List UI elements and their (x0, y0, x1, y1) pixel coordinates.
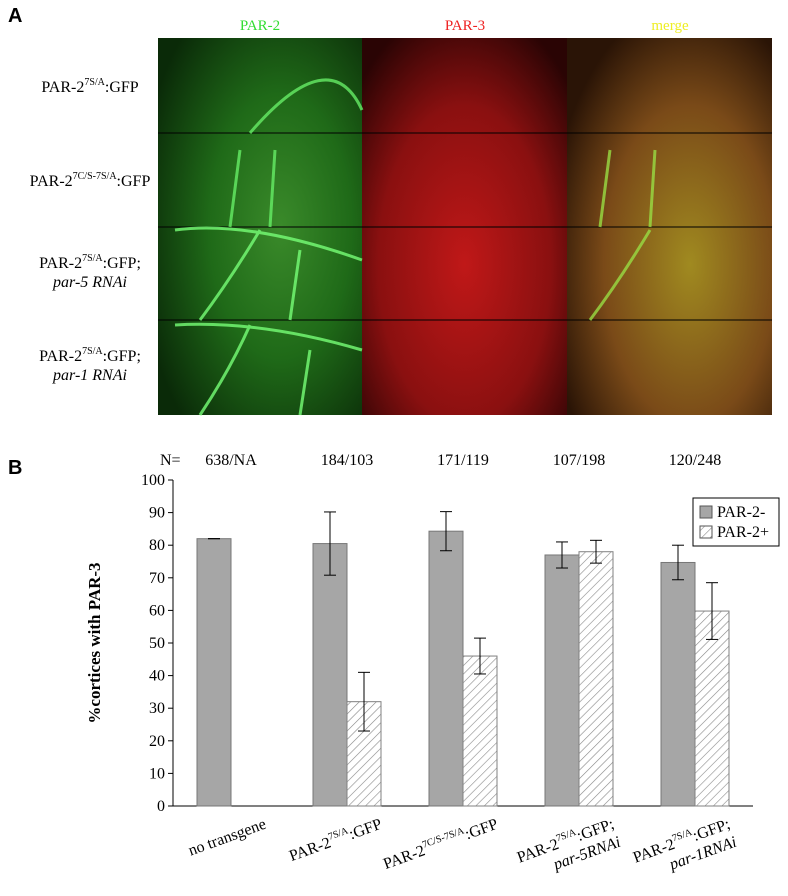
n-label: 120/248 (669, 452, 721, 469)
panel-label: B (8, 457, 22, 479)
micrograph-grid (158, 38, 772, 416)
bar (578, 551, 614, 807)
y-tick-label: 0 (157, 798, 165, 815)
cell-outline (174, 322, 363, 416)
x-tick-label: PAR-27C/S-7S/A:GFP (380, 814, 500, 873)
n-label: 171/119 (437, 452, 489, 469)
legend-label: PAR-2+ (717, 524, 769, 541)
error-bar (706, 582, 718, 640)
error-bar (358, 671, 370, 732)
row-label-rest: :GFP; (103, 255, 141, 272)
x-tick-label: no transgene (186, 816, 268, 860)
x-tick-label-text: no transgene (186, 816, 268, 860)
x-tick-label-group: PAR-27S/A:GFP;par-1RNAi (631, 816, 739, 874)
y-tick-label: 90 (149, 505, 165, 522)
row-label-text: PAR-2 (30, 173, 73, 190)
row-label: PAR-27S/A:GFP; (39, 346, 141, 365)
row-label-text: PAR-2 (41, 79, 84, 96)
row-label: PAR-27S/A:GFP (41, 77, 138, 96)
error-bar (474, 637, 486, 675)
row-label-sup: 7S/A (82, 253, 103, 264)
x-tick-label-group: PAR-27C/S-7S/A:GFP (380, 814, 500, 873)
n-label: 184/103 (321, 452, 373, 469)
n-prefix: N= (160, 452, 181, 469)
x-tick-label-text: PAR-2 (287, 834, 333, 865)
column-header: PAR-3 (445, 18, 485, 34)
y-tick-label: 100 (141, 472, 165, 489)
x-tick-label-rest: :GFP (463, 816, 501, 844)
row-label-line2: par-5 RNAi (52, 274, 127, 291)
x-tick-label-group: no transgene (186, 816, 268, 860)
y-tick-label: 40 (149, 668, 165, 685)
row-label-sup: 7C/S-7S/A (73, 171, 118, 182)
error-bar (590, 539, 602, 564)
cell-outline (228, 78, 364, 228)
row-label-text: PAR-2 (39, 255, 82, 272)
y-tick-label: 30 (149, 700, 165, 717)
legend-swatch (699, 525, 713, 539)
column-header: merge (651, 18, 689, 34)
y-tick-label: 80 (149, 537, 165, 554)
bar (462, 655, 498, 807)
row-label-rest: :GFP; (103, 348, 141, 365)
n-label: 107/198 (553, 452, 605, 469)
row-label-sup: 7S/A (84, 77, 105, 88)
error-bar (324, 511, 336, 576)
y-tick-label: 50 (149, 635, 165, 652)
bar (312, 543, 348, 807)
x-tick-label-group: PAR-27S/A:GFP (286, 814, 384, 865)
x-tick-label-group: PAR-27S/A:GFP;par-5RNAi (515, 816, 623, 874)
bar (428, 530, 464, 807)
error-bar (672, 544, 684, 581)
x-tick-label: PAR-27S/A:GFP (286, 814, 384, 865)
panel-label: A (8, 5, 22, 27)
legend-label: PAR-2- (717, 504, 765, 521)
bar (544, 554, 580, 807)
row-label: PAR-27S/A:GFP; (39, 253, 141, 272)
error-bar (556, 541, 568, 569)
x-tick-label-text: PAR-2 (381, 842, 427, 873)
x-tick-label-rest: :GFP (347, 816, 385, 844)
row-label-line2: par-1 RNAi (52, 367, 127, 384)
y-tick-label: 60 (149, 602, 165, 619)
row-label-rest: :GFP (105, 79, 139, 96)
y-tick-label: 20 (149, 733, 165, 750)
legend-swatch (699, 505, 713, 519)
row-label-text: PAR-2 (39, 348, 82, 365)
row-label: PAR-27C/S-7S/A:GFP (30, 171, 151, 190)
bar (196, 538, 232, 807)
y-tick-label: 70 (149, 570, 165, 587)
column-header: PAR-2 (240, 18, 280, 34)
n-label: 638/NA (205, 452, 257, 469)
bar (660, 561, 696, 807)
cell-outline (174, 226, 363, 321)
y-tick-label: 10 (149, 765, 165, 782)
x-tick-label-sup: 7C/S-7S/A (421, 825, 467, 851)
cell-outline (588, 149, 657, 321)
row-label-rest: :GFP (117, 173, 151, 190)
error-bar (440, 511, 452, 552)
row-label-sup: 7S/A (82, 346, 103, 357)
y-axis-label: %cortices with PAR-3 (85, 562, 104, 723)
bar (694, 610, 730, 807)
